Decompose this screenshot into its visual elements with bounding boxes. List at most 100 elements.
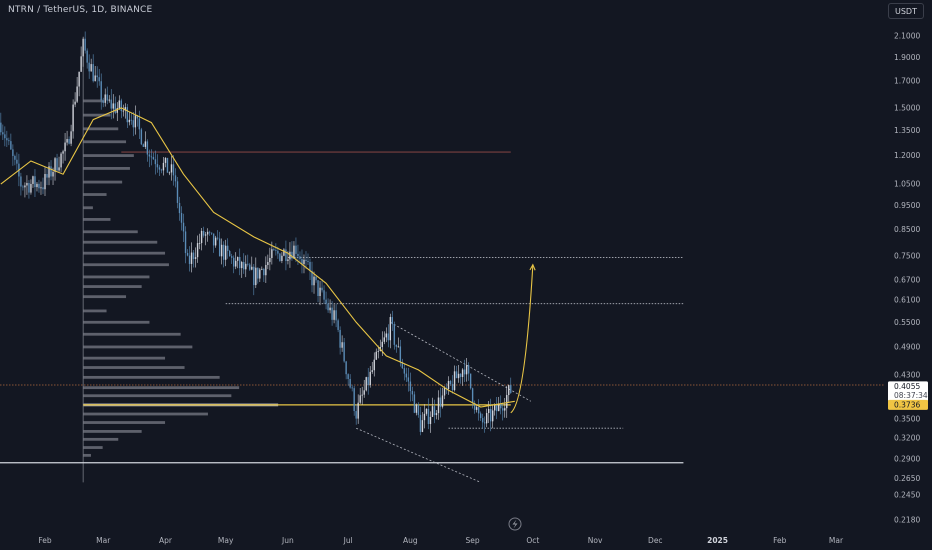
candle-body	[206, 231, 209, 235]
candle-body	[40, 187, 42, 189]
candle-body	[220, 244, 223, 257]
x-tick-label: Jul	[343, 536, 353, 545]
candle-body	[198, 243, 201, 244]
candle-body	[102, 100, 104, 103]
price-tag-time: 08:37:34	[894, 391, 928, 400]
candle-body	[319, 287, 321, 296]
y-tick-label: 0.6700	[894, 276, 920, 285]
candle-body	[20, 176, 22, 187]
candle-body	[148, 154, 151, 157]
candle-body	[431, 406, 434, 417]
candle-body	[453, 371, 456, 391]
x-tick-label: Sep	[466, 536, 480, 545]
y-tick-label: 0.6100	[894, 296, 920, 305]
candle-body	[473, 402, 476, 410]
y-tick-label: 0.7500	[894, 251, 920, 260]
candle-body	[411, 391, 414, 395]
candle-body	[202, 230, 205, 236]
candle-body	[355, 411, 357, 419]
candle-body	[435, 413, 438, 416]
candle-body	[307, 260, 309, 262]
candle-body	[339, 329, 341, 348]
currency-button[interactable]: USDT	[888, 3, 924, 19]
candle-body	[500, 403, 502, 409]
candle-body	[419, 414, 422, 432]
candle-body	[291, 251, 293, 259]
y-tick-label: 1.0500	[894, 180, 920, 189]
x-axis[interactable]: Feb Mar Apr May Jun Jul Aug Sep Oct Nov Dec 2025 Feb…	[38, 536, 844, 545]
price-tag-box	[888, 381, 928, 402]
candle-body	[226, 245, 229, 251]
candle-body	[279, 253, 281, 261]
candle-body	[393, 324, 396, 345]
candle-body	[351, 387, 353, 389]
volume-bin	[83, 218, 111, 221]
candle-body	[222, 244, 225, 260]
chart-title: NTRN / TetherUS, 1D, BINANCE	[8, 5, 153, 15]
candle-body	[401, 361, 404, 369]
x-tick-label: Dec	[648, 536, 663, 545]
candle-body	[106, 94, 108, 101]
candle-body	[465, 365, 468, 375]
price-tag-label: 0.3736	[894, 400, 920, 409]
candle-body	[365, 377, 367, 391]
y-axis[interactable]: 2.1000 1.9000 1.7000 1.5000 1.3500 1.2000 1.05…	[894, 32, 920, 525]
candle-body	[164, 157, 167, 163]
candle-body	[253, 266, 255, 286]
candle-body	[120, 100, 122, 112]
candle-body	[150, 156, 153, 158]
candle-body	[16, 159, 18, 164]
candle-body	[455, 371, 458, 379]
candle-body	[235, 260, 237, 267]
candle-body	[108, 99, 110, 101]
volume-bin	[83, 206, 93, 210]
candle-body	[46, 174, 48, 178]
candle-body	[36, 183, 38, 188]
candle-body	[381, 341, 383, 347]
y-tick-label: 0.5500	[894, 318, 920, 327]
volume-bin	[83, 421, 166, 424]
candle-body	[192, 252, 195, 259]
candle-body	[363, 390, 365, 395]
candle-body	[26, 183, 28, 186]
candle-body	[28, 183, 30, 193]
candle-body	[287, 259, 289, 262]
volume-bin	[83, 275, 150, 279]
moving-average	[0, 107, 515, 408]
volume-bin	[83, 180, 123, 184]
candle-body	[38, 183, 40, 189]
candle-body	[329, 307, 331, 311]
candle-body	[271, 249, 273, 259]
candle-body	[58, 167, 60, 171]
candle-body	[283, 249, 285, 256]
candle-body	[389, 317, 392, 341]
candle-body	[162, 162, 165, 171]
candle-body	[140, 129, 143, 145]
candle-body	[32, 176, 34, 184]
candle-body	[301, 258, 303, 265]
candle-body	[0, 122, 2, 133]
candle-body	[423, 413, 426, 421]
volume-bin	[83, 99, 103, 103]
candle-body	[50, 166, 52, 177]
arrow-path	[510, 264, 534, 414]
candle-body	[425, 408, 428, 414]
candle-body	[62, 151, 64, 154]
candle-body	[429, 416, 432, 424]
candle-body	[134, 115, 137, 128]
candle-body	[309, 261, 311, 271]
volume-bin	[83, 113, 111, 117]
candle-body	[94, 75, 96, 82]
candle-body	[52, 171, 54, 177]
candle-body	[48, 166, 50, 178]
candle-body	[325, 299, 327, 304]
x-tick-label: Jun	[281, 536, 294, 545]
replay-icon[interactable]	[508, 517, 522, 531]
candle-body	[471, 388, 474, 403]
y-tick-label: 0.4900	[894, 342, 920, 351]
candle-body	[251, 266, 253, 270]
candle-body	[34, 176, 36, 188]
candle-body	[321, 287, 323, 291]
